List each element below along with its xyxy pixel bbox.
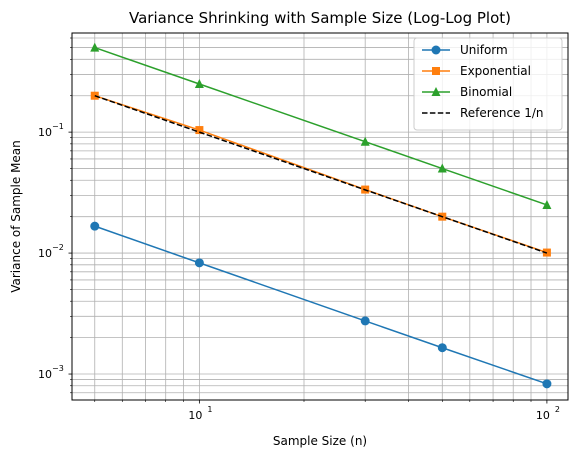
x-tick-exponent: 1 (207, 405, 212, 414)
legend-marker (432, 67, 440, 75)
series-line (94, 95, 548, 254)
legend-label: Binomial (460, 85, 512, 99)
legend-box (413, 37, 563, 131)
legend-marker (431, 87, 441, 96)
data-point (195, 126, 204, 135)
axis-ticks: 10 1 10 210 −310 −210 −1 (38, 37, 560, 422)
y-tick-exponent: −1 (52, 122, 64, 131)
series-line (94, 225, 548, 385)
x-axis-label: Sample Size (n) (273, 434, 367, 448)
data-point (360, 316, 370, 326)
data-point (90, 42, 100, 52)
y-tick-exponent: −3 (52, 364, 64, 373)
plot-series (90, 42, 552, 389)
legend-label: Uniform (460, 43, 508, 57)
series-reference-1-n (94, 95, 548, 254)
data-point (437, 163, 447, 173)
series-binomial (90, 42, 552, 209)
chart-title: Variance Shrinking with Sample Size (Log… (129, 9, 511, 27)
x-tick-exponent: 2 (555, 405, 560, 414)
data-point (542, 379, 552, 389)
y-axis-label: Variance of Sample Mean (9, 140, 23, 293)
series-uniform (90, 221, 552, 389)
data-point (360, 136, 370, 146)
data-point (542, 199, 552, 209)
x-tick-label: 10 (536, 409, 550, 422)
y-tick-exponent: −2 (52, 243, 64, 252)
y-tick-label: 10 (38, 247, 52, 260)
legend: Uniform Exponential Binomial Reference 1/n (413, 37, 563, 131)
data-point (90, 221, 100, 231)
legend-label: Exponential (460, 64, 531, 78)
data-point (194, 78, 204, 88)
legend-marker (431, 45, 441, 55)
legend-label: Reference 1/n (460, 106, 544, 120)
x-tick-label: 10 (188, 409, 202, 422)
data-point (437, 343, 447, 353)
y-tick-label: 10 (38, 368, 52, 381)
data-point (194, 258, 204, 268)
y-tick-label: 10 (38, 126, 52, 139)
